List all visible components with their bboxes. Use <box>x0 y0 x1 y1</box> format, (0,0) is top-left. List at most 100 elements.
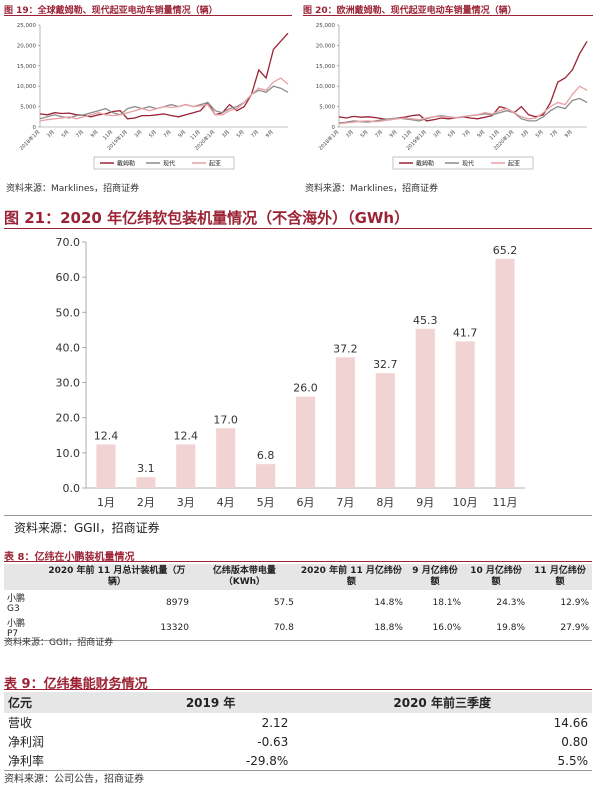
value-label: 65.2 <box>493 244 518 257</box>
bar <box>375 373 395 488</box>
header-cell <box>4 564 42 590</box>
table-row: 净利率 -29.8% 5.5% <box>4 751 592 771</box>
y-tick-label: 10.0 <box>56 447 81 460</box>
y-tick-label: 0.0 <box>63 482 81 495</box>
bar <box>136 477 156 488</box>
table-cell: 13320 <box>160 622 189 633</box>
x-tick-label: 7月 <box>374 129 384 139</box>
table-cell: 净利率 <box>8 754 45 768</box>
x-tick-label: 11月 <box>401 129 413 141</box>
header-row: 2020 年前 11 月总计装机量（万辆） 亿纬版本带电量（KWh） 2020 年前… <box>4 564 592 590</box>
value-label: 41.7 <box>453 326 478 339</box>
x-tick-label: 2018年1月 <box>18 128 41 151</box>
x-tick-label: 11月 <box>493 496 518 509</box>
y-tick-label: 20,000 <box>316 43 336 49</box>
y-tick-label: 25,000 <box>316 23 336 29</box>
header-cell: 2020 年前 11 月总计装机量（万辆） <box>41 564 192 590</box>
value-label: 12.4 <box>94 429 119 442</box>
table-cell: -0.63 <box>257 734 289 749</box>
x-tick-label: 7月 <box>336 496 354 509</box>
table-cell: 0.80 <box>561 734 588 749</box>
y-tick-label: 0 <box>33 125 37 131</box>
x-tick-label: 8月 <box>376 496 394 509</box>
legend-label: 戴姆勒 <box>416 160 434 168</box>
bar <box>415 328 435 488</box>
y-tick-label: 60.0 <box>56 271 81 284</box>
table-cell: 营收 <box>8 716 33 730</box>
header-cell: 2019 年 <box>128 692 293 713</box>
x-tick-label: 9月 <box>389 129 399 139</box>
legend-label: 现代 <box>163 160 175 168</box>
legend-label: 起亚 <box>209 160 221 168</box>
x-tick-label: 7月 <box>462 129 472 139</box>
x-tick-label: 9月 <box>564 129 574 139</box>
value-label: 37.2 <box>333 342 358 355</box>
x-tick-label: 2月 <box>137 496 155 509</box>
y-tick-label: 15,000 <box>316 64 336 70</box>
x-tick-label: 3月 <box>221 129 231 139</box>
table-title: 表 9：亿纬集能财务情况 <box>4 677 148 692</box>
source-note: 资料来源：公司公告，招商证券 <box>4 774 144 785</box>
y-tick-label: 20,000 <box>17 43 37 49</box>
figure-title: 图 21：2020 年亿纬软包装机量情况（不含海外）（GWh） <box>4 209 410 227</box>
bar <box>96 444 116 488</box>
title-rule <box>4 15 292 16</box>
value-label: 26.0 <box>293 382 318 395</box>
x-tick-label: 7月 <box>163 129 173 139</box>
bar <box>495 258 515 488</box>
y-tick-label: 40.0 <box>56 341 81 354</box>
value-label: 3.1 <box>137 462 155 475</box>
table-row: 小鹏 P7 13320 70.8 18.8% 16.0% 19.8% 27.9% <box>4 615 592 641</box>
bar <box>216 428 236 488</box>
header-cell: 亿元 <box>4 692 129 713</box>
header-row: 亿元 2019 年 2020 年前三季度 <box>4 692 592 713</box>
figure-title: 图 19：全球戴姆勒、现代起亚电动车销量情况（辆） <box>4 6 218 16</box>
table-cell: 18.1% <box>432 597 462 608</box>
y-tick-label: 70.0 <box>56 236 81 249</box>
table-row: 净利润 -0.63 0.80 <box>4 732 592 751</box>
series-line <box>39 77 289 122</box>
table-cell: 12.9% <box>560 597 589 608</box>
x-tick-label: 2018年1月 <box>317 128 340 151</box>
x-tick-label: 6月 <box>297 496 315 509</box>
x-tick-label: 11月 <box>190 129 202 141</box>
x-tick-label: 11月 <box>489 129 501 141</box>
header-cell: 10 月亿纬份额 <box>464 564 529 590</box>
table-cell: 24.3% <box>496 597 526 608</box>
table: 2020 年前 11 月总计装机量（万辆） 亿纬版本带电量（KWh） 2020 年前… <box>4 564 592 641</box>
legend-label: 起亚 <box>508 160 520 168</box>
table-cell: 14.66 <box>553 715 588 730</box>
x-tick-label: 1月 <box>97 496 115 509</box>
table-cell: 19.8% <box>496 622 526 633</box>
bar <box>295 396 316 488</box>
title-rule <box>4 228 592 229</box>
legend-box <box>93 156 235 170</box>
line-chart: 0 5,000 10,000 15,000 20,000 25,000 2018年1月 3月 5… <box>17 23 289 170</box>
table-cell: 14.8% <box>374 597 403 608</box>
x-tick-label: 5月 <box>447 129 457 139</box>
table-cell: 小鹏 G3 <box>7 594 26 614</box>
table-cell: 小鹏 P7 <box>7 619 26 639</box>
x-tick-label: 3月 <box>46 129 56 139</box>
table-cell: 16.0% <box>432 622 462 633</box>
y-tick-label: 5,000 <box>20 105 36 111</box>
x-tick-label: 4月 <box>217 496 235 509</box>
x-tick-label: 7月 <box>549 129 559 139</box>
x-tick-label: 3月 <box>177 496 195 509</box>
table-cell: 27.9% <box>560 622 589 633</box>
x-tick-label: 3月 <box>345 129 355 139</box>
x-tick-label: 9月 <box>476 129 486 139</box>
y-tick-label: 15,000 <box>17 64 37 70</box>
bar <box>176 444 196 488</box>
value-label: 17.0 <box>213 413 238 426</box>
title-rule <box>303 15 593 16</box>
table-title: 表 8：亿纬在小鹏装机量情况 <box>4 552 135 563</box>
x-tick-label: 3月 <box>432 129 442 139</box>
header-cell: 11 月亿纬份额 <box>528 564 592 590</box>
source-note: 资料来源：Marklines，招商证券 <box>6 184 140 194</box>
y-tick-label: 25,000 <box>17 23 37 29</box>
table-cell: 70.8 <box>273 622 294 633</box>
source-note: 资料来源：Marklines，招商证券 <box>305 184 439 194</box>
table-cell: 8979 <box>166 597 189 608</box>
